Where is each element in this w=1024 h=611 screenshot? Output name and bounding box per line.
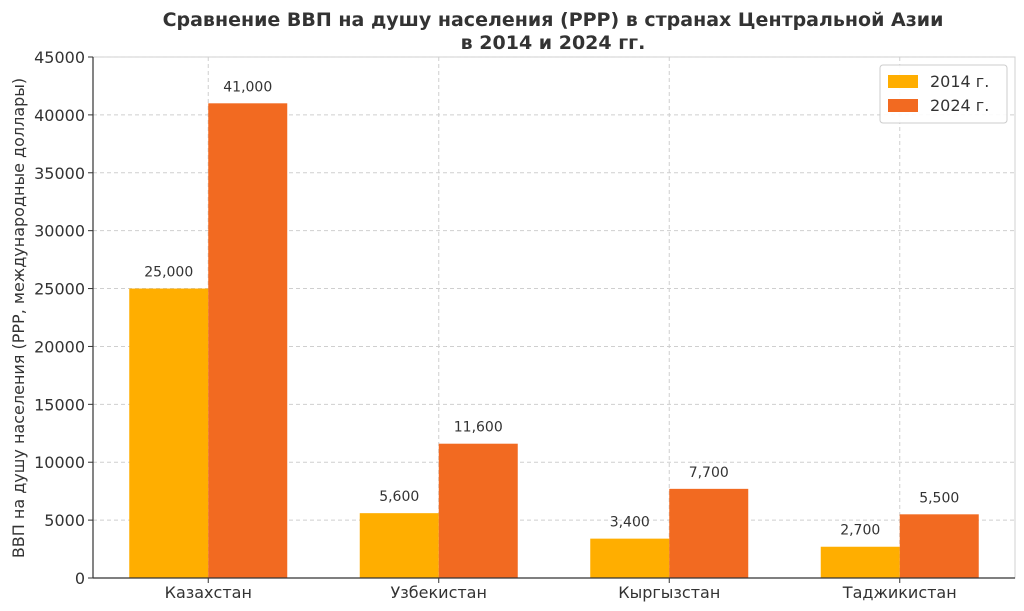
bar-2024 [208, 103, 288, 579]
x-tick-label: Таджикистан [842, 583, 957, 602]
y-tick-label: 35000 [34, 164, 85, 183]
y-tick-label: 5000 [44, 511, 85, 530]
y-tick-label: 30000 [34, 222, 85, 241]
x-tick-label: Казахстан [165, 583, 252, 602]
y-tick-label: 20000 [34, 337, 85, 356]
data-label: 5,600 [379, 489, 419, 505]
data-label: 3,400 [610, 515, 650, 531]
legend-swatch [888, 75, 918, 88]
bar-2024 [669, 488, 749, 578]
chart-subtitle: в 2014 и 2024 гг. [461, 32, 646, 54]
bar-2014 [590, 538, 670, 578]
y-tick-label: 10000 [34, 453, 85, 472]
y-tick-label: 25000 [34, 280, 85, 299]
legend-label: 2024 г. [930, 96, 989, 115]
legend-label: 2014 г. [930, 72, 989, 91]
y-tick-label: 40000 [34, 106, 85, 125]
bar-2014 [359, 513, 439, 578]
bar-2024 [438, 443, 518, 578]
y-tick-label: 0 [75, 569, 85, 588]
x-tick-label: Кыргызстан [618, 583, 720, 602]
bar-2014 [820, 546, 900, 578]
y-axis-label: ВВП на душу населения (PPP, международны… [9, 78, 28, 558]
data-label: 7,700 [689, 465, 729, 481]
legend-swatch [888, 99, 918, 112]
data-label: 5,500 [919, 490, 959, 506]
legend: 2014 г. 2024 г. [879, 64, 1008, 124]
x-tick-label: Узбекистан [391, 583, 487, 602]
bar-2014 [129, 288, 209, 578]
bar-2024 [899, 514, 979, 578]
axes: 0 5000 10000 15000 20000 25000 30000 35000 40000… [34, 48, 1015, 602]
data-label: 11,600 [454, 420, 503, 436]
bars: 25,000 41,000 5,600 11,600 3,400 7,700 2,700 5,… [129, 79, 979, 579]
y-tick-label: 15000 [34, 395, 85, 414]
data-label: 2,700 [840, 523, 880, 539]
y-tick-label: 45000 [34, 48, 85, 67]
chart-title: Сравнение ВВП на душу населения (PPP) в … [163, 9, 944, 31]
data-label: 41,000 [223, 79, 272, 95]
data-label: 25,000 [144, 265, 193, 281]
